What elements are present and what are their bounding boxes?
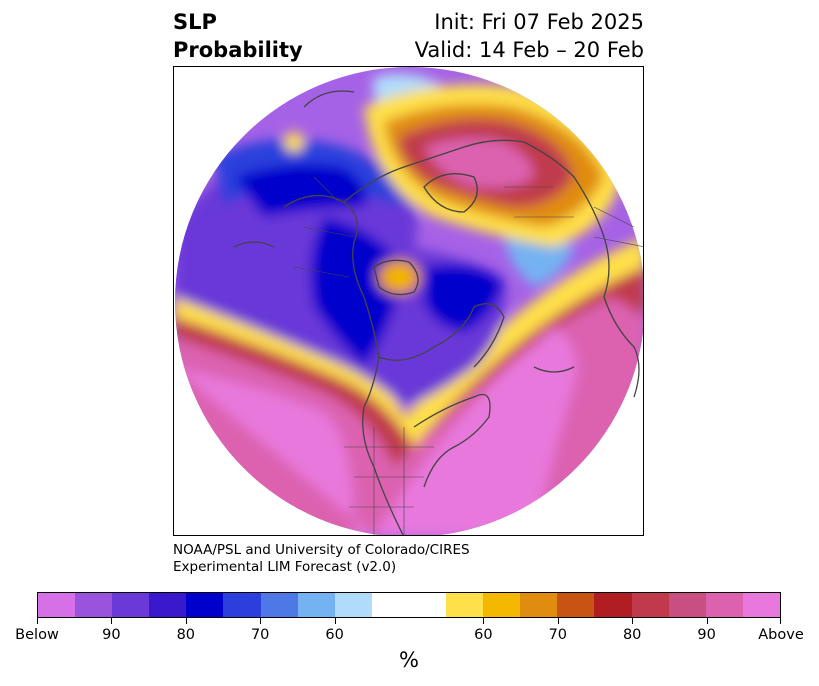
- map-credit: NOAA/PSL and University of Colorado/CIRE…: [173, 542, 470, 576]
- colorbar-swatch: [557, 593, 595, 617]
- colorbar-swatch: [371, 593, 409, 617]
- colorbar-tick-label: 80: [622, 627, 642, 643]
- colorbar-swatch: [186, 593, 224, 617]
- colorbar-unit: %: [399, 648, 419, 672]
- colorbar-swatch: [705, 593, 743, 617]
- colorbar-swatch: [112, 593, 150, 617]
- credit-line-1: NOAA/PSL and University of Colorado/CIRE…: [173, 542, 470, 558]
- colorbar-tick: [483, 618, 484, 624]
- colorbar-swatch: [75, 593, 113, 617]
- probability-contour: [234, 163, 367, 217]
- colorbar-swatch: [297, 593, 335, 617]
- probability-contour: [310, 217, 404, 367]
- colorbar-swatch: [520, 593, 558, 617]
- probability-contour: [424, 264, 504, 332]
- colorbar-swatch: [408, 593, 447, 617]
- title-type: Probability: [173, 38, 303, 62]
- colorbar-tick: [335, 618, 336, 624]
- colorbar-swatch: [260, 593, 298, 617]
- forecast-dates: Init: Fri 07 Feb 2025 Valid: 14 Feb – 20…: [415, 8, 644, 64]
- colorbar-swatch: [334, 593, 372, 617]
- colorbar-tick-label: 90: [102, 627, 121, 643]
- colorbar-tick: [37, 618, 38, 624]
- colorbar-tick-label: Above: [758, 627, 804, 643]
- colorbar-tick: [111, 618, 112, 624]
- polar-map: [173, 66, 644, 536]
- probability-contour: [175, 327, 577, 535]
- map-title: SLP Probability: [173, 8, 303, 64]
- colorbar-swatch: [38, 593, 76, 617]
- colorbar-tick: [260, 618, 261, 624]
- colorbar-swatch: [149, 593, 187, 617]
- colorbar-tick-label: 90: [697, 627, 716, 643]
- credit-line-2: Experimental LIM Forecast (v2.0): [173, 559, 397, 575]
- colorbar-tick-label: 70: [548, 627, 568, 643]
- colorbar-swatch: [446, 593, 484, 617]
- colorbar-swatch: [594, 593, 632, 617]
- init-date: Init: Fri 07 Feb 2025: [434, 10, 644, 34]
- colorbar-tick-label: 80: [176, 627, 196, 643]
- colorbar-tick: [780, 618, 781, 624]
- title-variable: SLP: [173, 10, 217, 34]
- colorbar-tick-label: 60: [325, 627, 344, 643]
- colorbar-swatch: [631, 593, 669, 617]
- political-borders: [293, 176, 643, 535]
- colorbar-tick: [558, 618, 559, 624]
- probability-contour: [175, 237, 643, 447]
- colorbar-swatch: [483, 593, 521, 617]
- colorbar-swatch: [742, 593, 780, 617]
- colorbar-tick-label: Below: [15, 627, 59, 643]
- probability-field: [175, 67, 643, 535]
- colorbar-tick: [632, 618, 633, 624]
- colorbar-swatch: [668, 593, 706, 617]
- colorbar-tick: [707, 618, 708, 624]
- probability-map-svg: [175, 67, 643, 535]
- valid-range: Valid: 14 Feb – 20 Feb: [414, 38, 644, 62]
- colorbar-tick-label: 70: [250, 627, 270, 643]
- colorbar-tick-label: 60: [474, 627, 493, 643]
- colorbar-swatch: [223, 593, 261, 617]
- probability-contour: [385, 266, 413, 288]
- colorbar: [37, 592, 781, 618]
- probability-contour: [284, 132, 304, 152]
- colorbar-tick: [186, 618, 187, 624]
- probability-contour: [504, 233, 574, 287]
